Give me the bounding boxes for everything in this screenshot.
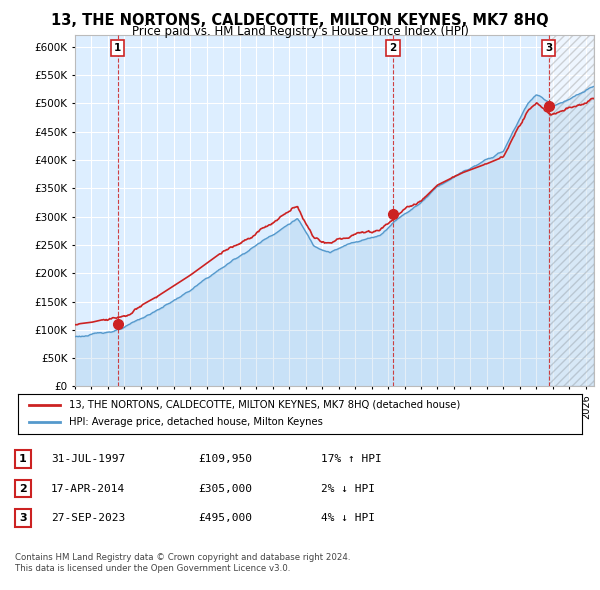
Text: £495,000: £495,000 (198, 513, 252, 523)
Text: 1: 1 (114, 43, 121, 53)
Text: 2: 2 (19, 484, 26, 493)
Text: 31-JUL-1997: 31-JUL-1997 (51, 454, 125, 464)
Text: 17-APR-2014: 17-APR-2014 (51, 484, 125, 493)
Text: 3: 3 (19, 513, 26, 523)
Text: Price paid vs. HM Land Registry's House Price Index (HPI): Price paid vs. HM Land Registry's House … (131, 25, 469, 38)
Text: 13, THE NORTONS, CALDECOTTE, MILTON KEYNES, MK7 8HQ: 13, THE NORTONS, CALDECOTTE, MILTON KEYN… (51, 13, 549, 28)
Text: 13, THE NORTONS, CALDECOTTE, MILTON KEYNES, MK7 8HQ (detached house): 13, THE NORTONS, CALDECOTTE, MILTON KEYN… (69, 400, 460, 410)
Text: 1: 1 (19, 454, 26, 464)
Text: HPI: Average price, detached house, Milton Keynes: HPI: Average price, detached house, Milt… (69, 417, 323, 427)
Text: 4% ↓ HPI: 4% ↓ HPI (321, 513, 375, 523)
Text: £109,950: £109,950 (198, 454, 252, 464)
Text: 2% ↓ HPI: 2% ↓ HPI (321, 484, 375, 493)
Text: 2: 2 (389, 43, 397, 53)
Text: £305,000: £305,000 (198, 484, 252, 493)
Text: Contains HM Land Registry data © Crown copyright and database right 2024.
This d: Contains HM Land Registry data © Crown c… (15, 553, 350, 573)
Text: 17% ↑ HPI: 17% ↑ HPI (321, 454, 382, 464)
Text: 27-SEP-2023: 27-SEP-2023 (51, 513, 125, 523)
Text: 3: 3 (545, 43, 552, 53)
